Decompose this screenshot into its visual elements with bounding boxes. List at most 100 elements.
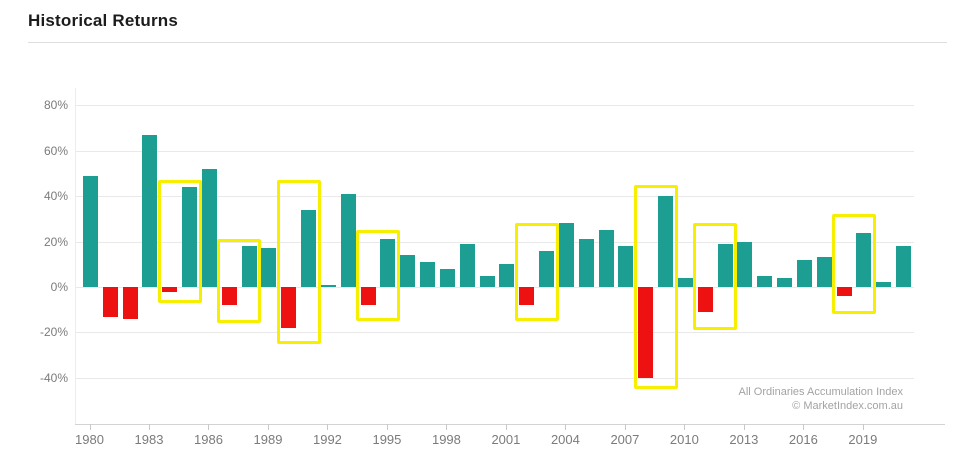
y-axis-label: 20% bbox=[43, 234, 68, 249]
bar-1987 bbox=[221, 287, 237, 306]
y-axis-label: 60% bbox=[43, 143, 68, 158]
gridline-60 bbox=[76, 150, 914, 152]
bar-1981 bbox=[102, 287, 118, 317]
bar-2002 bbox=[519, 287, 535, 306]
x-axis-label: 1992 bbox=[312, 432, 342, 447]
bar-1982 bbox=[122, 287, 138, 319]
gridline--20 bbox=[76, 332, 914, 334]
x-axis-label: 1980 bbox=[75, 432, 104, 447]
x-axis-tick-2007 bbox=[624, 424, 626, 430]
page-title: Historical Returns bbox=[28, 11, 179, 30]
x-axis-tick-1998 bbox=[446, 424, 448, 430]
x-axis-tick-1989 bbox=[267, 424, 269, 430]
x-axis-label: 1986 bbox=[194, 432, 223, 447]
gridline--40 bbox=[76, 377, 914, 379]
bar-2008 bbox=[638, 287, 654, 378]
gridline-20 bbox=[76, 241, 914, 243]
x-axis-label: 1983 bbox=[134, 432, 164, 447]
bar-1990 bbox=[281, 287, 297, 328]
bar-2020 bbox=[876, 282, 892, 287]
bar-1980 bbox=[83, 175, 98, 287]
title-divider bbox=[28, 42, 947, 43]
x-axis-label: 2010 bbox=[669, 432, 699, 447]
bar-2021 bbox=[896, 246, 912, 287]
gridline-80 bbox=[76, 105, 914, 107]
x-axis-tick-2013 bbox=[743, 424, 745, 430]
y-axis-label: 0% bbox=[50, 280, 68, 294]
bar-1996 bbox=[400, 255, 416, 287]
x-axis-tick-2019 bbox=[862, 424, 864, 430]
gridline-40 bbox=[76, 196, 914, 198]
x-axis-line bbox=[75, 424, 945, 425]
x-axis-label: 1998 bbox=[431, 432, 461, 447]
x-axis-tick-1995 bbox=[386, 424, 388, 430]
bar-1983 bbox=[142, 134, 158, 287]
x-axis-label: 1989 bbox=[253, 432, 283, 447]
gridline-0 bbox=[76, 287, 914, 288]
bar-2012 bbox=[717, 243, 733, 287]
bar-1985 bbox=[182, 187, 198, 287]
bar-1992 bbox=[320, 284, 336, 287]
x-axis-tick-1986 bbox=[208, 424, 210, 430]
x-axis-label: 2004 bbox=[550, 432, 580, 447]
y-axis-label: -40% bbox=[39, 370, 68, 385]
bar-1994 bbox=[360, 287, 376, 306]
bar-2006 bbox=[598, 230, 614, 287]
bar-1984 bbox=[162, 287, 178, 292]
x-axis-tick-2010 bbox=[684, 424, 686, 430]
bar-1991 bbox=[301, 209, 317, 287]
bar-1993 bbox=[340, 193, 356, 287]
bar-2005 bbox=[578, 239, 594, 287]
bar-2019 bbox=[856, 232, 872, 287]
bar-2007 bbox=[618, 246, 634, 287]
bar-2000 bbox=[479, 275, 495, 287]
x-axis-label: 1995 bbox=[372, 432, 402, 447]
x-axis-tick-2004 bbox=[565, 424, 567, 430]
x-axis-label: 2001 bbox=[491, 432, 521, 447]
source-note-line-1: All Ordinaries Accumulation Index bbox=[738, 386, 903, 398]
x-axis-label: 2016 bbox=[788, 432, 818, 447]
bar-2018 bbox=[836, 287, 852, 297]
bar-2015 bbox=[777, 277, 793, 287]
bar-1997 bbox=[420, 262, 436, 287]
bar-1995 bbox=[380, 239, 396, 287]
bar-2004 bbox=[558, 223, 574, 287]
bar-2017 bbox=[816, 257, 832, 287]
highlight-2002-2003 bbox=[514, 223, 559, 322]
x-axis-tick-1983 bbox=[148, 424, 150, 430]
bar-2003 bbox=[539, 250, 555, 287]
x-axis-label: 2013 bbox=[729, 432, 759, 447]
y-axis-label: -20% bbox=[39, 325, 68, 340]
bar-1988 bbox=[241, 246, 257, 287]
y-axis-label: 40% bbox=[43, 189, 68, 204]
highlight-1987-1988 bbox=[217, 239, 262, 324]
bar-2009 bbox=[658, 196, 674, 287]
x-axis-tick-1980 bbox=[89, 424, 91, 430]
bar-1999 bbox=[459, 243, 475, 287]
bar-2016 bbox=[796, 259, 812, 287]
plot-area bbox=[75, 88, 914, 425]
highlight-1994-1995 bbox=[356, 230, 400, 322]
bar-2010 bbox=[677, 277, 693, 287]
x-axis-label: 2007 bbox=[610, 432, 640, 447]
chart-source-note: All Ordinaries Accumulation Index © Mark… bbox=[739, 385, 903, 413]
x-axis-tick-1992 bbox=[327, 424, 329, 430]
x-axis-tick-2001 bbox=[505, 424, 507, 430]
highlight-2011-2012 bbox=[693, 223, 738, 331]
bar-2001 bbox=[499, 264, 515, 287]
highlight-1990-1991 bbox=[276, 180, 321, 344]
y-axis-label: 80% bbox=[43, 98, 68, 113]
x-axis-tick-2016 bbox=[803, 424, 805, 430]
bar-2014 bbox=[757, 275, 773, 287]
bar-1998 bbox=[439, 268, 455, 287]
bar-1989 bbox=[261, 248, 277, 287]
highlight-2008-2009 bbox=[633, 184, 678, 390]
bar-2013 bbox=[737, 241, 753, 287]
highlight-1984-1985 bbox=[157, 180, 202, 303]
highlight-2018-2019 bbox=[832, 214, 876, 315]
bar-1986 bbox=[201, 168, 217, 287]
x-axis-label: 2019 bbox=[848, 432, 878, 447]
source-note-line-2: © MarketIndex.com.au bbox=[792, 400, 903, 412]
bar-2011 bbox=[697, 287, 713, 312]
